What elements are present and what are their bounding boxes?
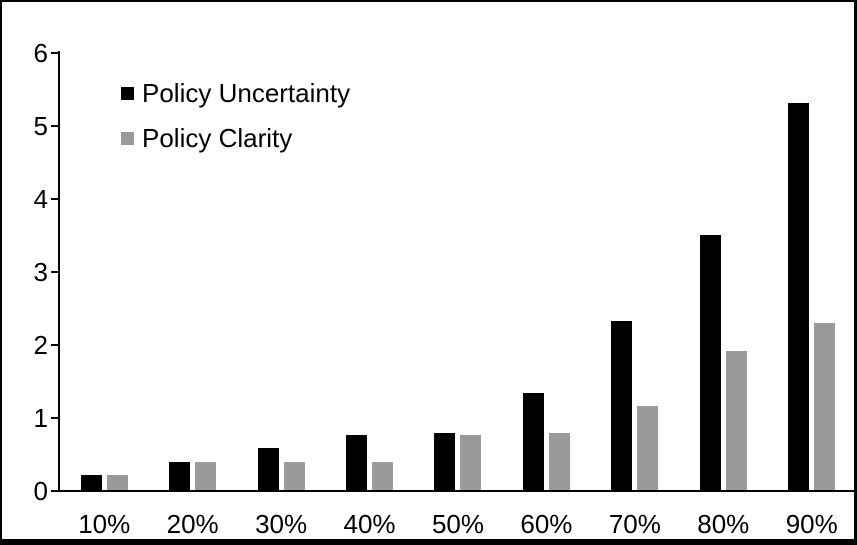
x-tick-label: 80% [697, 509, 750, 539]
plot-area [60, 52, 855, 490]
bar-group-90% [768, 52, 855, 490]
bar-policy-uncertainty-90% [788, 103, 810, 490]
bar-policy-clarity-10% [106, 475, 128, 490]
x-tick-label: 20% [166, 509, 219, 539]
bar-policy-clarity-70% [637, 406, 659, 490]
legend-item-policy-clarity: Policy Clarity [121, 123, 350, 153]
x-axis-labels: 10% 20% 30% 40% 50% 60% 70% 80% 90% [60, 508, 854, 539]
bar-policy-uncertainty-20% [169, 461, 191, 490]
y-tick [51, 416, 58, 419]
y-tick [51, 51, 58, 54]
y-tick-label: 4 [33, 183, 48, 214]
bar-policy-uncertainty-50% [434, 433, 456, 490]
bar-group-10% [60, 52, 148, 490]
bar-policy-uncertainty-60% [522, 392, 544, 490]
x-tick-label: 70% [608, 509, 661, 539]
legend-label: Policy Uncertainty [142, 78, 351, 108]
y-tick-label: 0 [33, 475, 48, 506]
y-tick-label: 6 [33, 37, 48, 68]
y-tick [51, 489, 58, 492]
y-tick [51, 343, 58, 346]
legend-label: Policy Clarity [142, 123, 293, 153]
bar-policy-clarity-90% [814, 322, 836, 490]
legend-swatch-gray [121, 131, 134, 145]
y-tick-label: 2 [33, 329, 48, 360]
x-tick-label: 90% [785, 509, 838, 539]
x-tick-label: 50% [431, 509, 484, 539]
bar-policy-uncertainty-80% [699, 234, 721, 490]
x-tick-label: 40% [343, 509, 396, 539]
y-tick [51, 124, 58, 127]
x-tick-label: 30% [255, 509, 308, 539]
bar-policy-uncertainty-70% [611, 321, 633, 490]
bar-policy-clarity-20% [195, 461, 217, 490]
bar-group-70% [591, 52, 679, 490]
bar-policy-uncertainty-10% [80, 475, 102, 490]
x-tick-label: 60% [520, 509, 573, 539]
x-axis [58, 490, 854, 492]
bar-policy-clarity-80% [725, 351, 747, 490]
y-tick-label: 3 [33, 256, 48, 287]
legend-swatch-black [121, 86, 134, 100]
bar-group-50% [414, 52, 502, 490]
bar-policy-clarity-50% [460, 434, 482, 490]
bar-policy-clarity-30% [283, 461, 305, 490]
bar-policy-clarity-40% [372, 461, 394, 490]
y-tick [51, 270, 58, 273]
y-tick-label: 5 [33, 110, 48, 141]
bar-policy-uncertainty-40% [346, 434, 368, 490]
legend: Policy Uncertainty Policy Clarity [121, 78, 350, 153]
bar-group-80% [679, 52, 767, 490]
bar-policy-clarity-60% [548, 433, 570, 490]
bar-policy-uncertainty-30% [257, 448, 279, 490]
bar-group-30% [237, 52, 325, 490]
bar-group-40% [325, 52, 413, 490]
legend-item-policy-uncertainty: Policy Uncertainty [121, 78, 350, 108]
bar-group-60% [502, 52, 590, 490]
y-tick [51, 197, 58, 200]
y-axis [58, 51, 60, 492]
bar-group-20% [148, 52, 236, 490]
x-tick-label: 10% [78, 509, 131, 539]
y-tick-label: 1 [33, 402, 48, 433]
